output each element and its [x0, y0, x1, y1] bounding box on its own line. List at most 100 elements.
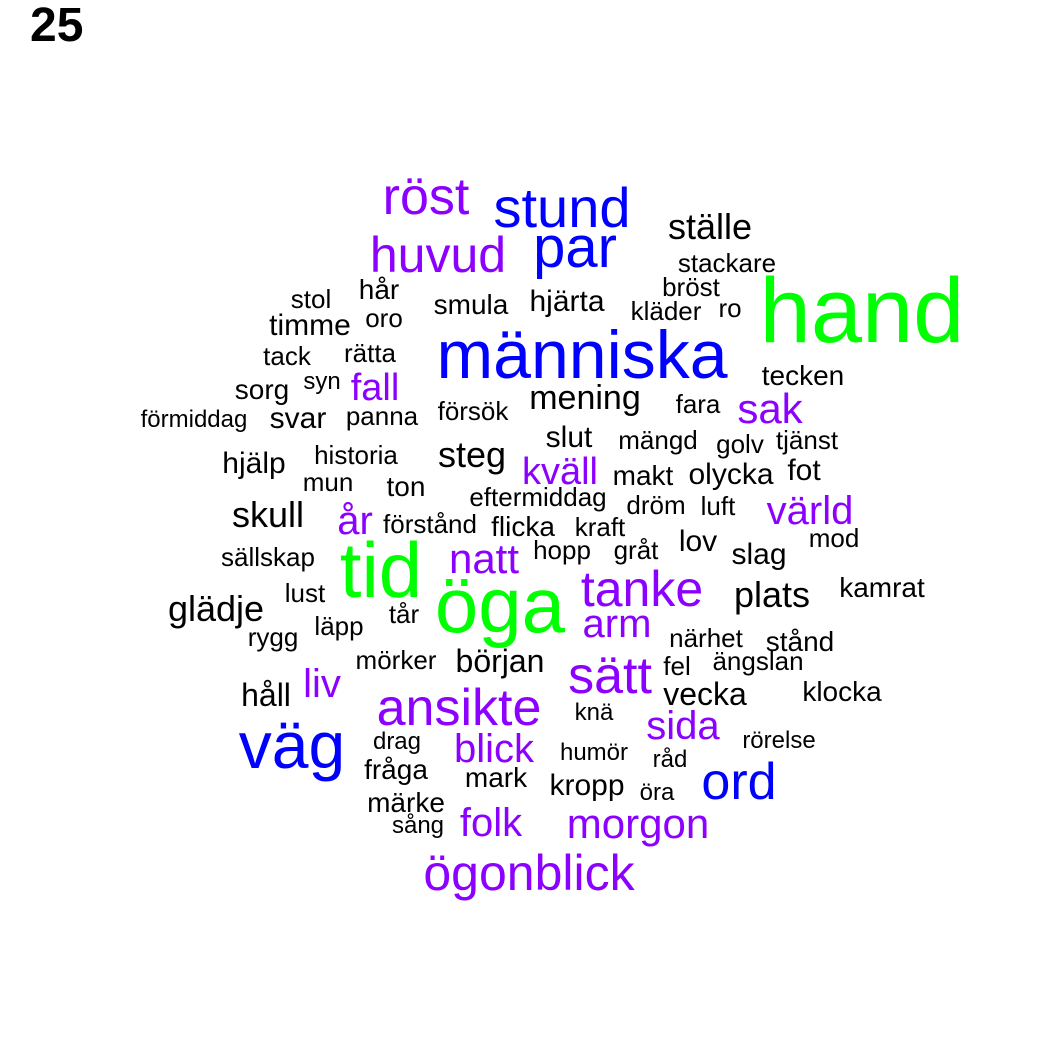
word-cloud-word: klocka	[802, 676, 882, 707]
word-cloud-word: par	[533, 215, 617, 280]
word-cloud-word: blick	[454, 727, 535, 771]
word-cloud-word: fel	[663, 651, 690, 681]
word-cloud-word: råd	[653, 746, 688, 773]
word-cloud-word: plats	[734, 574, 810, 615]
word-cloud-word: hjärta	[529, 285, 604, 318]
word-cloud-word: människa	[436, 317, 727, 393]
word-cloud-word: mod	[809, 523, 860, 553]
word-cloud-word: golv	[716, 429, 764, 459]
word-cloud-word: ord	[701, 753, 776, 811]
word-cloud-word: ögonblick	[423, 845, 635, 901]
word-cloud-word: drag	[373, 728, 421, 755]
word-cloud-word: kväll	[522, 451, 598, 493]
word-cloud-word: natt	[449, 535, 519, 582]
word-cloud-word: fot	[787, 454, 821, 487]
word-cloud-word: fara	[676, 389, 721, 419]
word-cloud-word: lust	[285, 578, 326, 608]
word-cloud-word: bröst	[662, 272, 721, 302]
word-cloud-word: ton	[387, 471, 426, 502]
word-cloud-word: rätta	[344, 338, 397, 368]
word-cloud-word: steg	[438, 434, 506, 475]
word-cloud-word: rörelse	[742, 727, 815, 754]
word-cloud-word: mening	[529, 379, 641, 417]
word-cloud-word: förstånd	[383, 509, 477, 539]
word-cloud-word: sätt	[568, 647, 652, 705]
word-cloud-word: mark	[465, 762, 528, 793]
word-cloud-word: hjälp	[222, 447, 285, 480]
word-cloud-word: arm	[583, 602, 652, 646]
word-cloud-word: stånd	[766, 626, 835, 657]
word-cloud-word: mängd	[618, 425, 698, 455]
word-cloud-word: sida	[646, 704, 720, 748]
word-cloud-word: mun	[303, 467, 354, 497]
word-cloud-word: humör	[560, 739, 628, 766]
word-cloud-word: tid	[340, 526, 422, 614]
word-cloud-word: tecken	[762, 360, 845, 391]
word-cloud-word: stackare	[678, 248, 776, 278]
word-cloud-word: liv	[303, 662, 341, 706]
word-cloud-word: glädje	[168, 588, 264, 629]
word-cloud-word: makt	[613, 460, 674, 491]
word-cloud-word: sorg	[235, 374, 289, 405]
page-number: 25	[30, 0, 84, 52]
word-cloud-word: svar	[270, 402, 327, 435]
word-cloud-word: förmiddag	[141, 406, 248, 433]
word-cloud-word: lov	[679, 525, 717, 558]
word-cloud-word: öra	[640, 779, 675, 806]
word-cloud-word: oro	[365, 303, 403, 333]
word-cloud-word: hopp	[533, 535, 591, 565]
word-cloud-word: ängslan	[712, 646, 803, 676]
word-cloud-word: öga	[435, 561, 566, 649]
word-cloud-word: timme	[269, 309, 351, 342]
word-cloud-word: morgon	[567, 800, 709, 847]
word-cloud-word: väg	[239, 708, 345, 782]
word-cloud-word: tjänst	[776, 425, 839, 455]
word-cloud-word: rygg	[248, 622, 299, 652]
word-cloud-word: historia	[314, 440, 398, 470]
word-cloud-word: ro	[718, 293, 741, 323]
word-cloud-word: huvud	[370, 227, 506, 283]
word-cloud-word: mörker	[356, 645, 437, 675]
word-cloud-word: fall	[351, 367, 400, 409]
word-cloud-word: stund	[494, 176, 631, 239]
word-cloud-word: kläder	[631, 296, 702, 326]
word-cloud-word: röst	[383, 168, 470, 226]
word-cloud-word: ställe	[668, 206, 752, 247]
word-cloud-word: flicka	[491, 511, 555, 542]
word-cloud-word: år	[337, 499, 373, 543]
word-cloud-word: panna	[346, 401, 419, 431]
word-cloud-word: närhet	[669, 623, 743, 653]
word-cloud-word: smula	[434, 289, 509, 320]
word-cloud-word: gråt	[614, 535, 660, 565]
word-cloud-word: knä	[575, 699, 614, 726]
word-cloud-word: början	[456, 643, 545, 679]
word-cloud-word: folk	[460, 801, 523, 845]
word-cloud-word: hand	[760, 260, 965, 362]
word-cloud-word: kropp	[549, 769, 624, 802]
word-cloud-word: hår	[359, 274, 399, 305]
word-cloud-word: läpp	[314, 611, 363, 641]
word-cloud-word: fråga	[364, 754, 428, 785]
word-cloud-word: kraft	[575, 512, 626, 542]
word-cloud-word: syn	[303, 368, 340, 395]
word-cloud-word: vecka	[663, 676, 747, 712]
word-cloud-word: sång	[392, 812, 444, 839]
word-cloud-word: eftermiddag	[469, 482, 606, 512]
word-cloud-word: stol	[291, 284, 331, 314]
word-cloud-word: slut	[546, 421, 593, 454]
word-cloud-word: sak	[737, 385, 803, 432]
word-cloud-word: olycka	[688, 458, 773, 491]
word-cloud-word: slag	[731, 538, 786, 571]
word-cloud-word: dröm	[626, 490, 685, 520]
word-cloud-word: försök	[438, 396, 510, 426]
word-cloud-word: ansikte	[377, 679, 542, 737]
word-cloud-word: sällskap	[221, 542, 315, 572]
word-cloud-word: tår	[389, 599, 420, 629]
word-cloud-word: skull	[232, 494, 304, 535]
word-cloud-word: luft	[701, 491, 736, 521]
word-cloud-word: tanke	[581, 561, 703, 617]
word-cloud-word: märke	[367, 787, 445, 818]
word-cloud-word: värld	[767, 489, 854, 533]
